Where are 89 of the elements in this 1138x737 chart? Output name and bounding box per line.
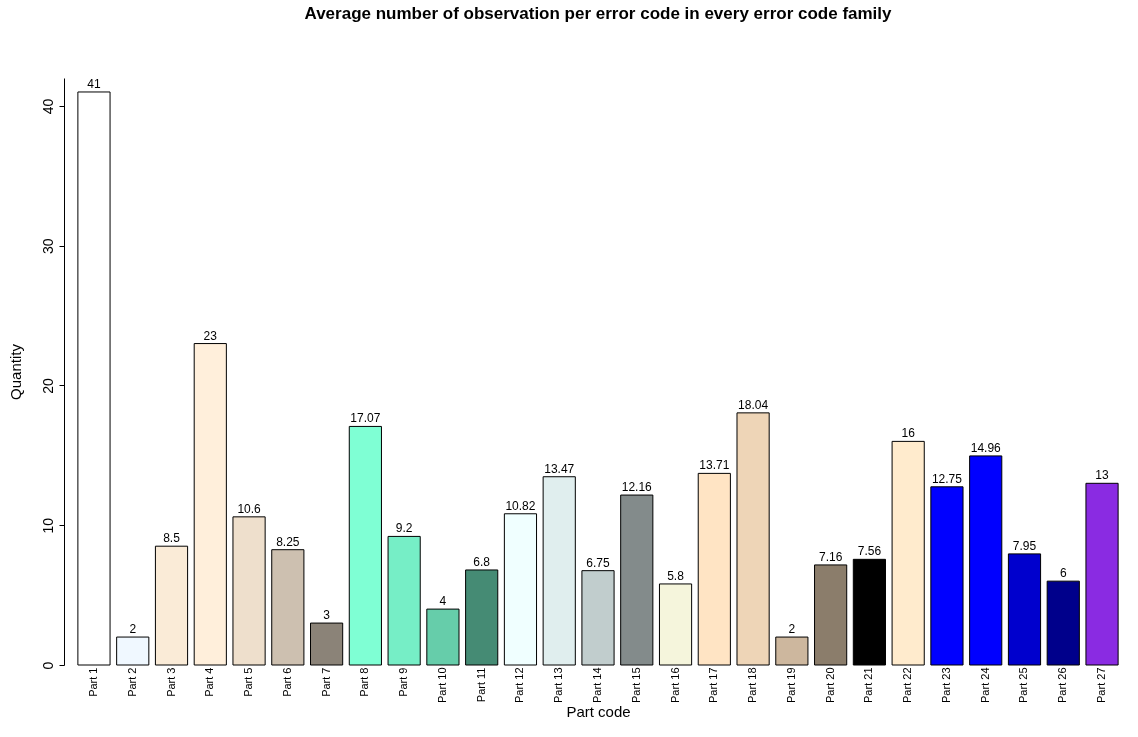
chart-title: Average number of observation per error code in every error code family <box>304 3 893 23</box>
data-label: 17.07 <box>350 411 381 426</box>
bar <box>271 549 305 666</box>
bar <box>814 564 848 666</box>
data-label: 4 <box>439 594 447 609</box>
x-tick-label: Part 7 <box>319 667 332 697</box>
data-label: 41 <box>87 76 101 91</box>
data-label: 13.71 <box>699 458 730 473</box>
x-tick-label: Part 14 <box>591 667 603 703</box>
data-label: 10.82 <box>505 498 536 513</box>
y-axis-title: Quantity <box>6 343 24 400</box>
y-tick-label: 10 <box>39 517 56 534</box>
x-tick-label: Part 15 <box>629 667 642 703</box>
x-tick-label: Part 24 <box>978 667 991 703</box>
y-tick-label: 30 <box>39 238 56 254</box>
bar <box>193 343 227 666</box>
data-label: 12.16 <box>621 480 653 495</box>
bar <box>426 608 460 666</box>
data-label: 18.04 <box>738 397 769 412</box>
data-label: 7.56 <box>857 544 882 559</box>
x-tick-label: Part 27 <box>1095 667 1108 703</box>
x-tick-label: Part 3 <box>164 667 177 697</box>
bar <box>542 476 576 666</box>
bar <box>1046 580 1080 666</box>
x-tick-label: Part 12 <box>513 667 526 703</box>
bar <box>503 513 538 666</box>
data-label: 3 <box>323 608 331 623</box>
bar <box>310 622 344 666</box>
bar <box>620 494 654 666</box>
x-axis-title: Part code <box>566 702 631 720</box>
x-tick-label: Part 8 <box>358 667 371 697</box>
bar <box>736 412 770 666</box>
bar <box>465 569 499 666</box>
data-label: 6 <box>1059 566 1067 581</box>
data-label: 9.2 <box>395 521 413 536</box>
bar <box>891 440 925 666</box>
x-tick-label: Part 22 <box>901 667 914 703</box>
x-tick-label: Part 4 <box>203 667 216 697</box>
y-tick-label: 40 <box>39 98 56 115</box>
data-label: 6.75 <box>586 555 610 570</box>
data-label: 7.16 <box>818 549 843 564</box>
x-tick-label: Part 23 <box>939 667 952 703</box>
x-tick-label: Part 9 <box>397 667 410 697</box>
bar <box>930 486 964 666</box>
bar <box>581 570 615 666</box>
x-tick-label: Part 17 <box>707 667 720 703</box>
data-label: 2 <box>129 622 137 637</box>
bar <box>348 425 382 666</box>
bar <box>969 455 1003 666</box>
data-label: 8.5 <box>163 531 181 546</box>
data-label: 13.47 <box>544 461 575 476</box>
y-tick-label: 20 <box>39 377 56 394</box>
x-tick-label: Part 26 <box>1056 667 1069 703</box>
data-label: 2 <box>788 622 796 637</box>
bar <box>775 636 809 666</box>
bar <box>658 583 693 666</box>
data-label: 12.75 <box>931 471 963 486</box>
x-tick-label: Part 1 <box>86 667 99 697</box>
x-tick-label: Part 18 <box>746 667 759 703</box>
bar <box>232 516 266 666</box>
bar <box>387 535 421 666</box>
x-tick-label: Part 13 <box>552 667 565 703</box>
bar <box>1085 482 1119 666</box>
bar <box>154 545 189 666</box>
x-tick-label: Part 6 <box>280 667 293 697</box>
x-tick-label: Part 21 <box>862 667 875 703</box>
data-label: 6.8 <box>473 554 491 569</box>
data-label: 10.6 <box>237 501 262 516</box>
x-tick-label: Part 10 <box>435 667 448 703</box>
x-tick-label: Part 25 <box>1017 667 1030 703</box>
bar <box>852 558 886 666</box>
data-label: 16 <box>901 426 916 441</box>
x-tick-label: Part 20 <box>823 667 836 703</box>
x-tick-label: Part 19 <box>784 667 797 703</box>
data-label: 7.95 <box>1012 538 1037 553</box>
data-label: 14.96 <box>970 440 1002 455</box>
data-label: 8.25 <box>276 534 300 549</box>
data-label: 23 <box>203 328 218 343</box>
x-tick-label: Part 16 <box>668 667 681 703</box>
y-tick-label: 0 <box>39 661 56 670</box>
bar <box>697 472 731 666</box>
x-tick-label: Part 5 <box>242 667 255 697</box>
data-label: 5.8 <box>667 568 685 583</box>
x-tick-label: Part 11 <box>474 667 487 703</box>
bar <box>116 636 150 666</box>
x-tick-label: Part 2 <box>125 667 138 697</box>
bar <box>1007 553 1042 666</box>
data-label: 13 <box>1095 468 1110 483</box>
bar <box>77 91 111 666</box>
